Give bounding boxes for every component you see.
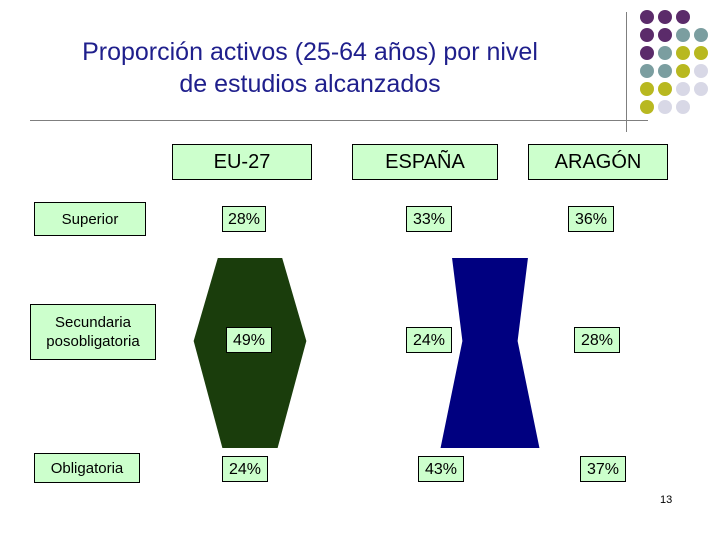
row-label-secundaria: Secundaria posobligatoria — [30, 304, 156, 360]
value-eu-superior: 28% — [222, 206, 266, 232]
value-aragon-secundaria: 28% — [574, 327, 620, 353]
decorative-dot — [676, 28, 690, 42]
page-number: 13 — [660, 494, 673, 506]
espana-distribution-shape — [440, 258, 540, 448]
title-line-2: de estudios alcanzados — [179, 70, 441, 98]
decorative-dot — [640, 28, 654, 42]
decorative-dot — [676, 64, 690, 78]
decorative-dot — [658, 28, 672, 42]
decorative-dot — [658, 10, 672, 24]
row-label-superior: Superior — [34, 202, 146, 236]
column-header-espana: ESPAÑA — [352, 144, 498, 180]
decorative-dot — [640, 10, 654, 24]
decorative-dot — [694, 46, 708, 60]
decorative-dot — [658, 100, 672, 114]
row-label-secundaria-line-2: posobligatoria — [46, 333, 140, 350]
decorative-dot — [676, 82, 690, 96]
decorative-dot — [640, 100, 654, 114]
decorative-dot — [640, 46, 654, 60]
decorative-dot — [694, 28, 708, 42]
row-label-superior-text: Superior — [61, 210, 119, 228]
page-title: Proporción activos (25-64 años) por nive… — [20, 36, 600, 100]
value-eu-obligatoria: 24% — [222, 456, 268, 482]
column-header-aragon: ARAGÓN — [528, 144, 668, 180]
value-aragon-superior: 36% — [568, 206, 614, 232]
decorative-dot — [694, 82, 708, 96]
decorative-dot — [640, 82, 654, 96]
decorative-dot — [694, 64, 708, 78]
decorative-dot — [658, 64, 672, 78]
title-line-1: Proporción activos (25-64 años) por nive… — [82, 38, 538, 66]
value-aragon-obligatoria: 37% — [580, 456, 626, 482]
decorative-dot — [658, 46, 672, 60]
column-header-eu-27: EU-27 — [172, 144, 312, 180]
decorative-vertical-line — [626, 12, 627, 132]
eu-27-distribution-shape — [193, 258, 307, 448]
decorative-dot — [640, 64, 654, 78]
decorative-dot — [676, 46, 690, 60]
decorative-dot — [658, 82, 672, 96]
value-eu-secundaria: 49% — [226, 327, 272, 353]
row-label-secundaria-line-1: Secundaria — [55, 314, 131, 331]
value-espana-obligatoria: 43% — [418, 456, 464, 482]
decorative-horizontal-line — [30, 120, 648, 121]
decorative-dot — [676, 10, 690, 24]
value-espana-superior: 33% — [406, 206, 452, 232]
row-label-obligatoria-text: Obligatoria — [50, 459, 124, 477]
row-label-obligatoria: Obligatoria — [34, 453, 140, 483]
decorative-dot — [676, 100, 690, 114]
value-espana-secundaria: 24% — [406, 327, 452, 353]
